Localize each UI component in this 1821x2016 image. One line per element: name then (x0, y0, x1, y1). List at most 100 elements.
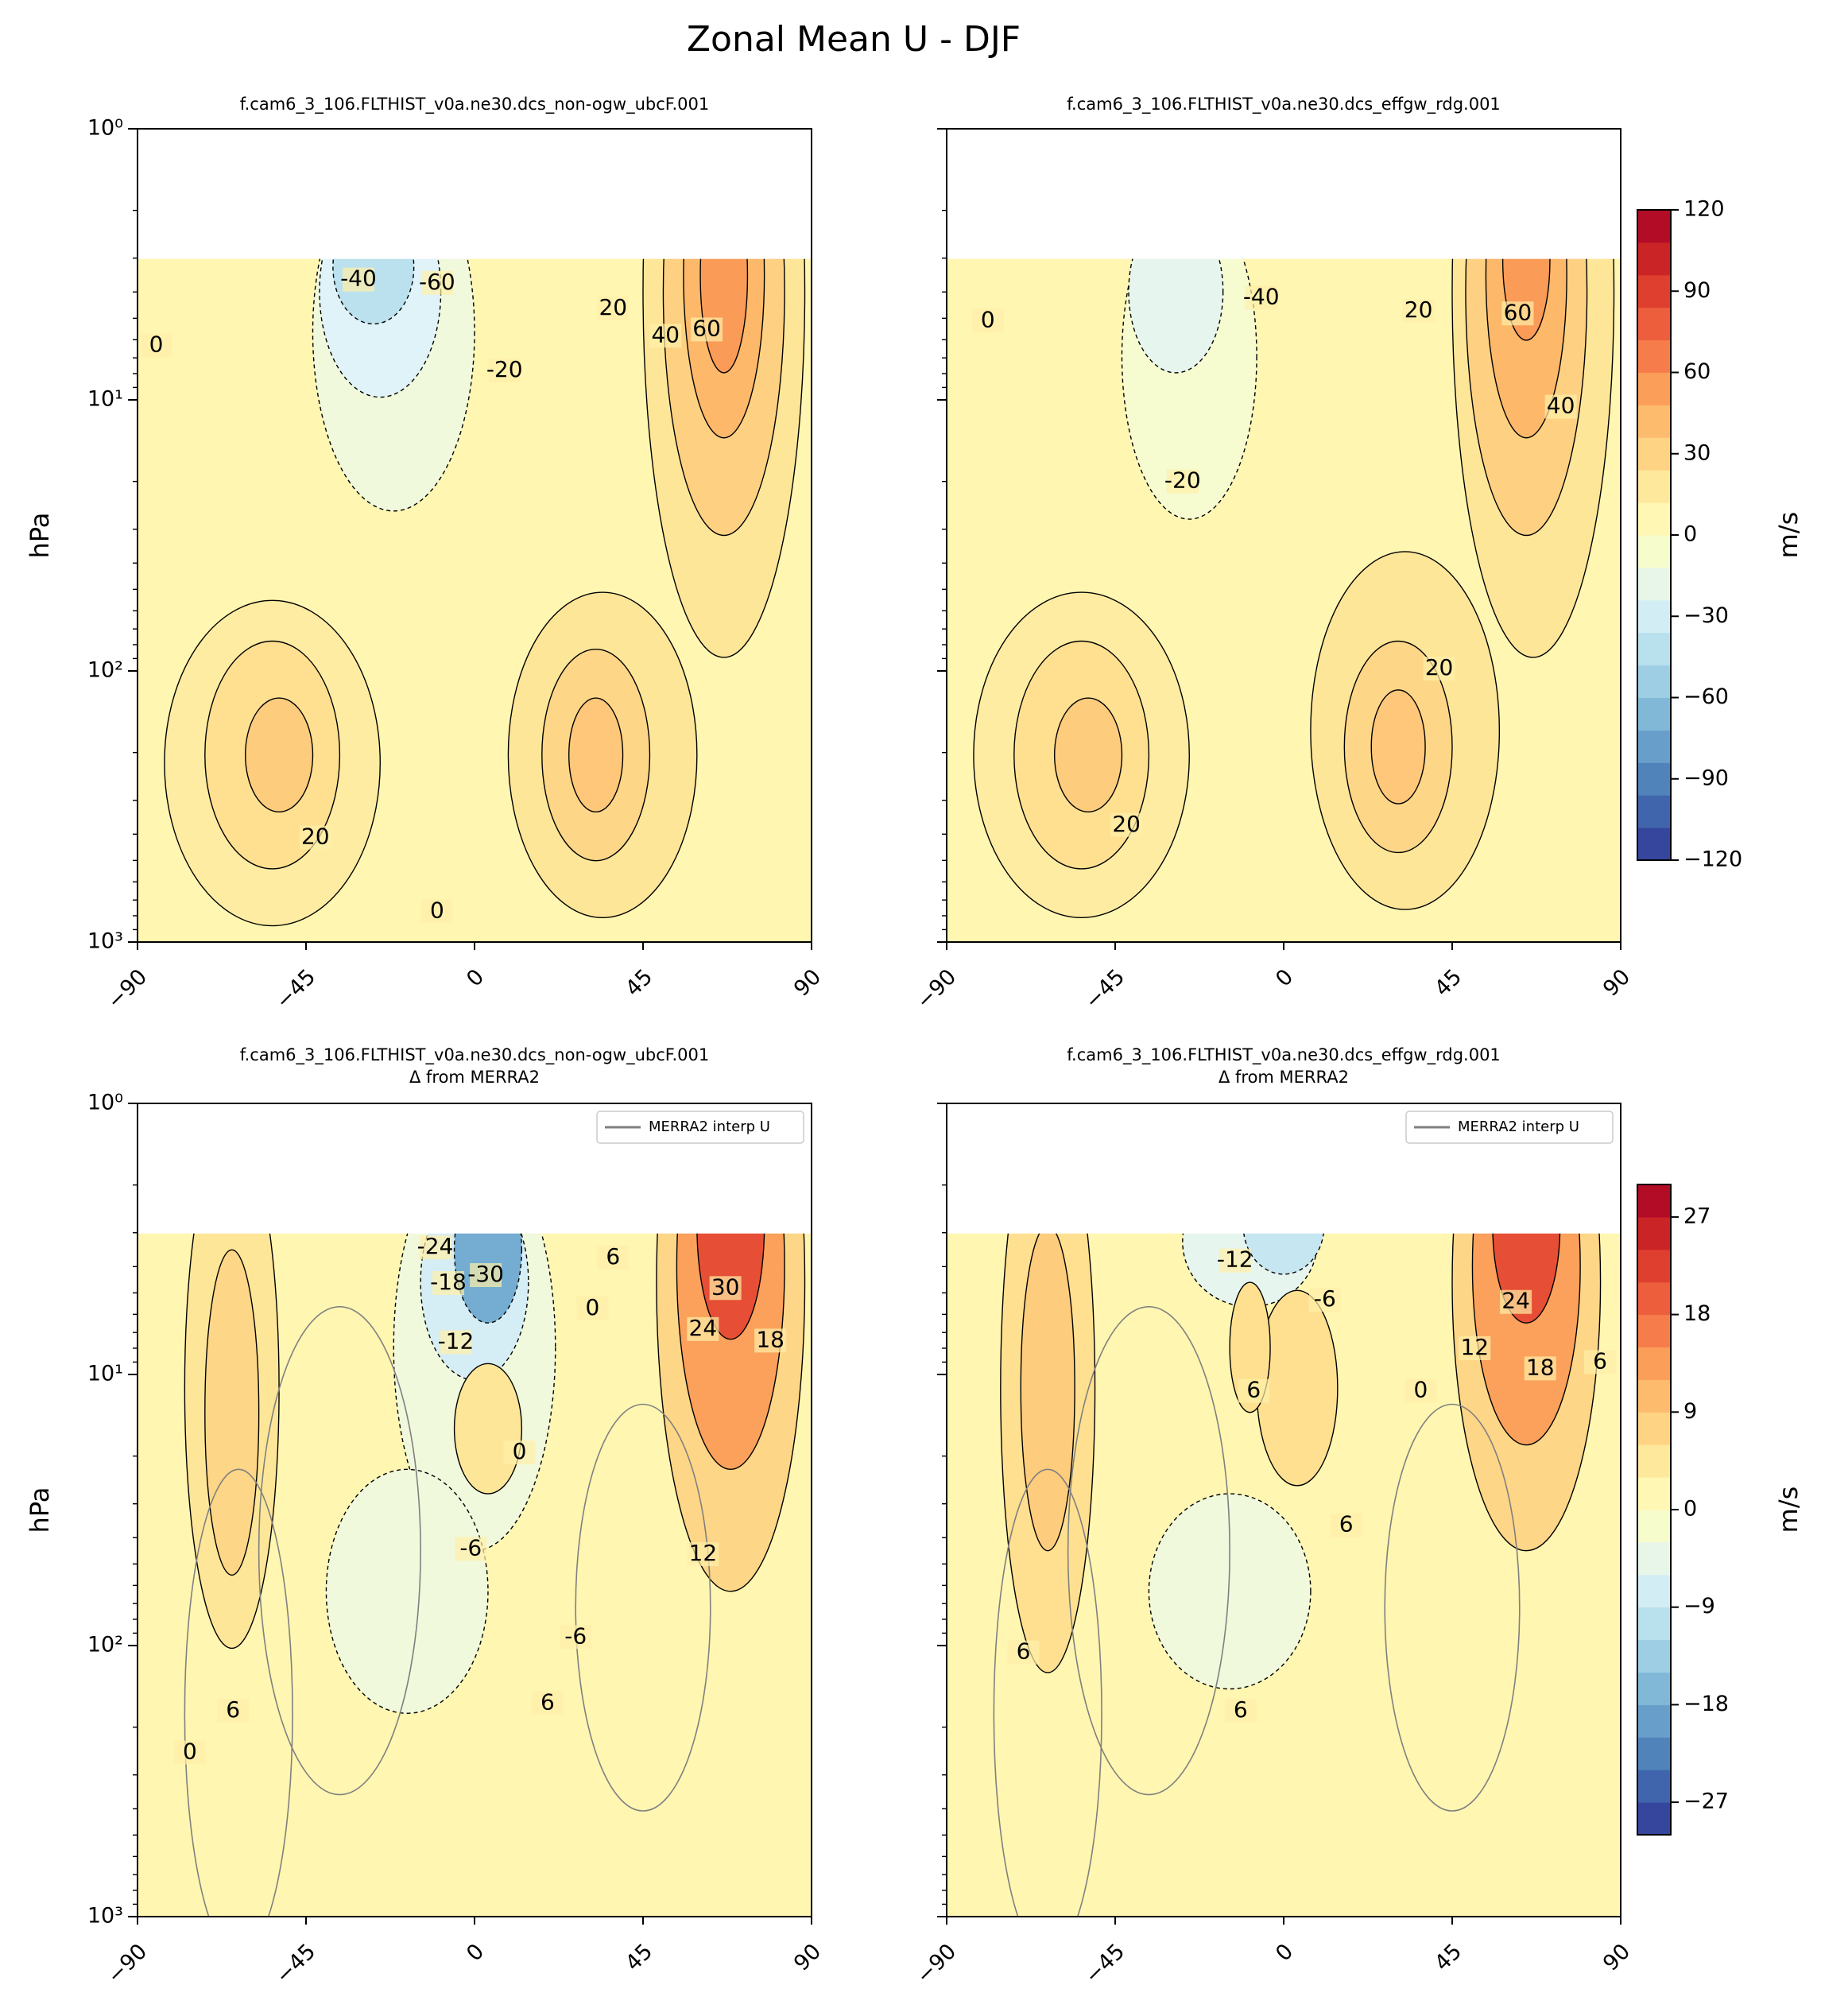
colorbar-tick-label: −30 (1683, 603, 1729, 628)
x-tick-label: −90 (912, 964, 961, 1014)
y-axis-label: hPa (25, 1487, 55, 1533)
contour-label-bg (420, 270, 453, 295)
contour-label: 6 (1234, 1696, 1248, 1723)
contour-label: 24 (689, 1315, 718, 1341)
contour-label-bg (1110, 812, 1143, 837)
contour-label-bg (560, 1625, 592, 1650)
colorbar-segment (1637, 470, 1671, 503)
field-region (1053, 697, 1123, 813)
y-tick-label: 10² (87, 1633, 123, 1657)
contour-label: 20 (301, 824, 330, 850)
contour-label-bg (1423, 657, 1455, 681)
field-region (325, 1468, 489, 1714)
colorbar-segment (1637, 1737, 1671, 1770)
contour-label-bg (576, 1296, 609, 1320)
contour-label: -40 (340, 266, 377, 292)
colorbar-segment (1637, 1770, 1671, 1803)
colorbar-segment (1637, 567, 1671, 601)
x-tick-label: 45 (1430, 964, 1466, 1001)
contour-label: -12 (438, 1328, 475, 1354)
colorbar-segment (1637, 795, 1671, 828)
contour-label-bg (1330, 1513, 1362, 1537)
x-tick-label: 90 (789, 964, 826, 1001)
contour-label-bg (1219, 1248, 1251, 1273)
subplot-title: f.cam6_3_106.FLTHIST_v0a.ne30.dcs_non-og… (240, 1045, 709, 1065)
contour-label: 0 (1414, 1377, 1428, 1403)
colorbar-label: m/s (1773, 1487, 1804, 1533)
contour-label-bg (1238, 1378, 1270, 1403)
contour-label-bg (1404, 1378, 1437, 1403)
colorbar-segment (1637, 1184, 1671, 1218)
colorbar-tick-label: 18 (1683, 1301, 1711, 1326)
field-region (453, 1363, 523, 1495)
contour-label-bg (1308, 1287, 1341, 1312)
contour-label-bg (754, 1328, 787, 1353)
field (947, 129, 1621, 942)
subplot-title: f.cam6_3_106.FLTHIST_v0a.ne30.dcs_effgw_… (1067, 95, 1501, 114)
contour-label-bg (1544, 394, 1577, 419)
x-tick-label: 45 (621, 1939, 657, 1975)
x-tick-label: −45 (271, 964, 320, 1014)
colorbar-segment (1637, 1379, 1671, 1413)
contour-label: -24 (417, 1233, 454, 1259)
y-tick-label: 10² (87, 658, 123, 683)
contour-label: -12 (1217, 1246, 1253, 1273)
y-tick-label: 10¹ (87, 387, 123, 412)
colorbar-segment (1637, 1639, 1671, 1673)
contour-label: -40 (1243, 284, 1280, 310)
contour-label-bg (440, 1330, 472, 1355)
contour-label: -20 (486, 356, 523, 382)
contour-label-bg (1224, 1699, 1257, 1723)
colorbar-segment (1637, 1314, 1671, 1347)
contour-label: 12 (1460, 1334, 1489, 1360)
legend-box (596, 1111, 804, 1144)
colorbar-segment (1637, 1704, 1671, 1738)
legend-box (1405, 1111, 1614, 1144)
contour-label-bg (1402, 299, 1435, 324)
contour-label-bg (687, 1316, 719, 1341)
contour-label-bg (1245, 285, 1277, 310)
contour-label: 24 (1501, 1288, 1530, 1314)
contour-label: -6 (1314, 1285, 1336, 1312)
contour-label-bg (299, 825, 331, 850)
contour-label: 18 (756, 1326, 785, 1352)
y-tick-label: 10⁰ (87, 1091, 123, 1115)
colorbar-segment (1637, 210, 1671, 243)
colorbar-tick-label: −18 (1683, 1692, 1729, 1716)
field (138, 129, 812, 942)
contour-label-bg (709, 1276, 742, 1301)
colorbar-label: m/s (1773, 512, 1804, 559)
contour-label: -20 (1164, 467, 1201, 494)
x-tick-label: 0 (462, 964, 489, 991)
colorbar-tick-label: −120 (1683, 847, 1742, 872)
contour-label: 30 (711, 1274, 740, 1300)
contour-label: 0 (585, 1294, 599, 1320)
contour-label-bg (1501, 301, 1534, 326)
reference-contour (993, 1468, 1102, 1917)
reference-contour (1384, 1403, 1521, 1812)
colorbar-segment (1637, 697, 1671, 731)
contour-label: 20 (1112, 811, 1141, 837)
contour-label: 0 (149, 331, 164, 358)
contour-label-bg (470, 1263, 502, 1288)
field-region (1370, 689, 1426, 804)
colorbar-segment (1637, 665, 1671, 698)
colorbar-tick-label: 0 (1683, 522, 1697, 547)
contour-label: 6 (1246, 1377, 1261, 1403)
colorbar-tick-label: 27 (1683, 1204, 1711, 1228)
colorbar-segment (1637, 1281, 1671, 1316)
contour-label-bg (687, 1542, 719, 1567)
colorbar-segment (1637, 1574, 1671, 1608)
field (947, 1103, 1621, 1917)
legend-label: MERRA2 interp U (649, 1118, 770, 1135)
colorbar-segment (1637, 1444, 1671, 1478)
colorbar-segment (1637, 339, 1671, 373)
colorbar-segment (1637, 242, 1671, 276)
subplot-subtitle: Δ from MERRA2 (1219, 1068, 1349, 1087)
colorbar-segment (1637, 1216, 1671, 1250)
colorbar-segment (1637, 730, 1671, 763)
colorbar-segment (1637, 372, 1671, 405)
colorbar-tick-label: 0 (1683, 1497, 1697, 1522)
contour-label-bg (597, 297, 630, 321)
